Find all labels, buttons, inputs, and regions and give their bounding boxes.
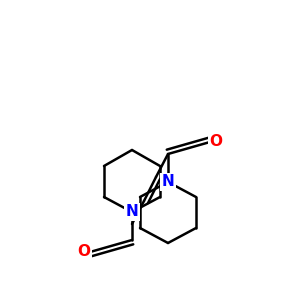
Text: O: O — [77, 244, 91, 260]
Text: N: N — [162, 175, 174, 190]
Text: N: N — [126, 205, 138, 220]
Text: O: O — [209, 134, 223, 149]
